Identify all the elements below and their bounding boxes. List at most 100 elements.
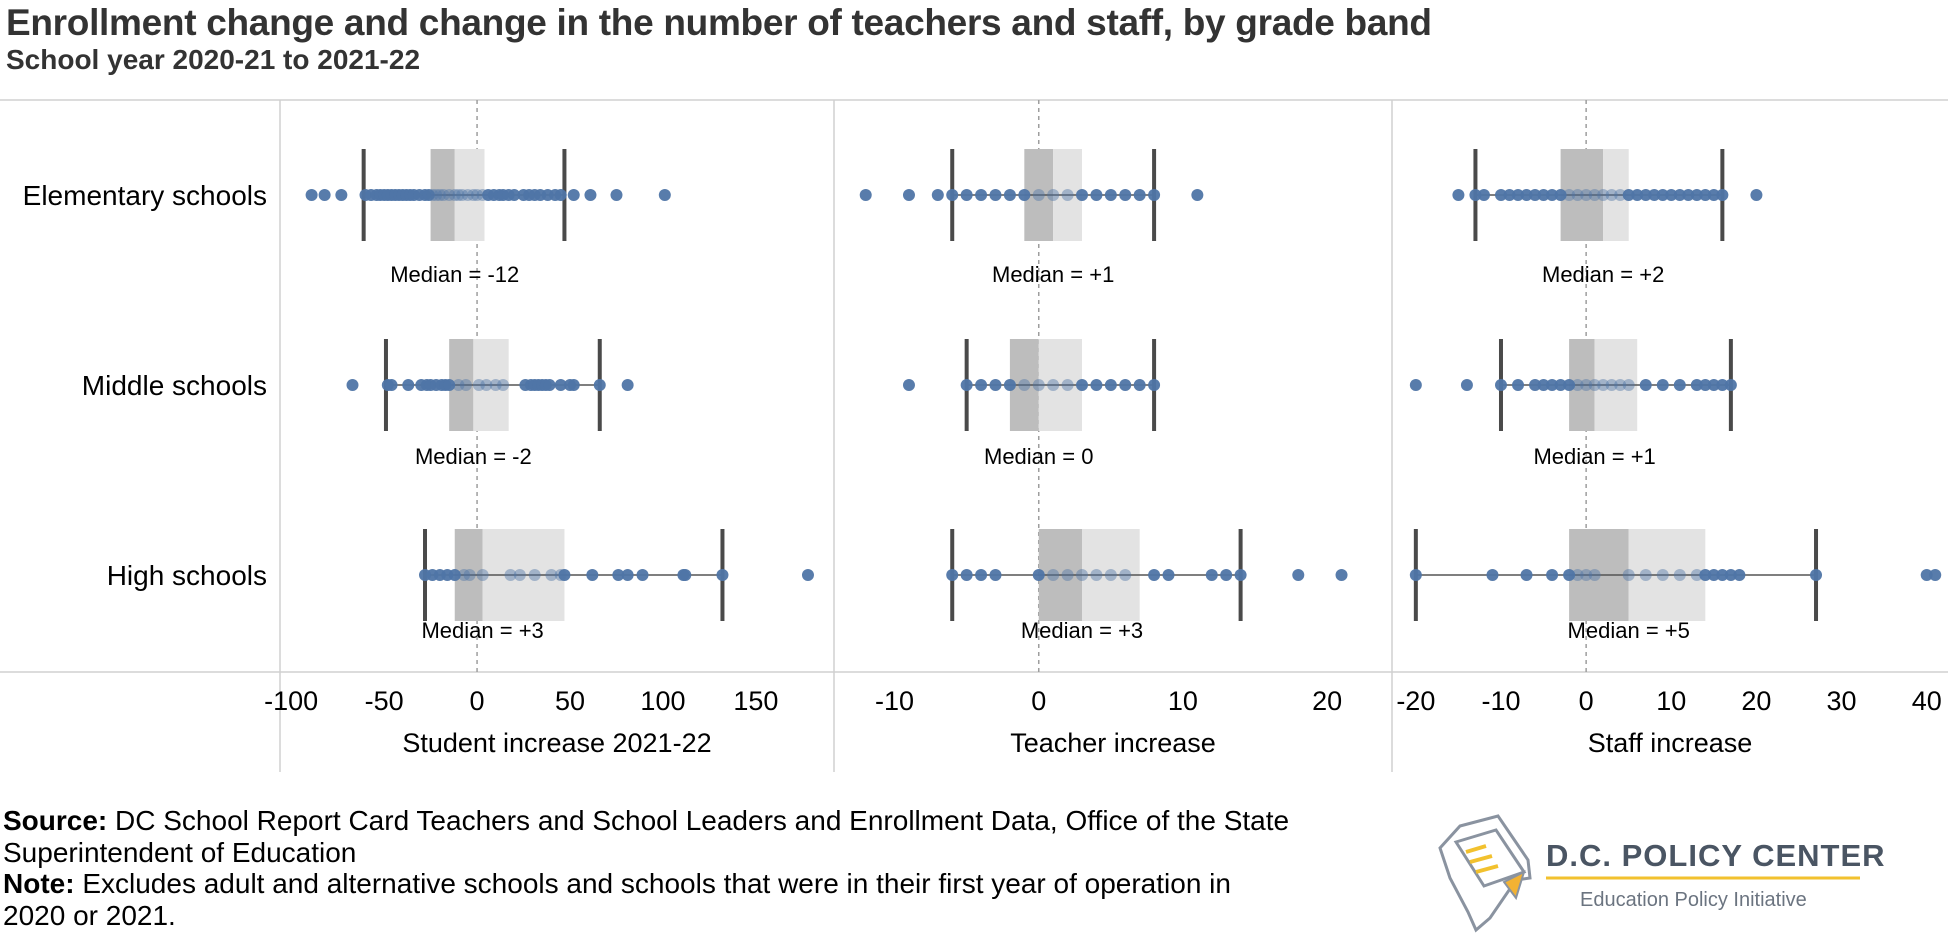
data-point — [1104, 569, 1117, 581]
data-point — [1563, 569, 1576, 581]
data-point — [1409, 379, 1422, 391]
box-group: Median = 0 — [902, 339, 1161, 469]
data-point — [1597, 379, 1610, 391]
data-point — [461, 189, 474, 201]
data-point — [1119, 189, 1132, 201]
x-tick-label: 10 — [1168, 686, 1198, 716]
data-point — [472, 379, 485, 391]
panel-0: Median = -12 Median = -2 Median = +3 -100 -5… — [264, 100, 814, 758]
data-point — [1537, 379, 1550, 391]
data-point — [1546, 189, 1559, 201]
data-point — [1032, 379, 1045, 391]
data-point — [1409, 569, 1422, 581]
data-point — [471, 189, 484, 201]
data-point — [1477, 189, 1490, 201]
data-point — [1520, 569, 1533, 581]
box-group: Median = -12 — [305, 149, 671, 287]
chart-title: Enrollment change and change in the numb… — [6, 2, 1432, 43]
data-point — [960, 189, 973, 201]
data-point — [610, 189, 623, 201]
data-point — [1076, 569, 1088, 581]
x-tick-label: 100 — [640, 686, 685, 716]
data-point — [346, 379, 359, 391]
data-point — [1162, 569, 1175, 581]
data-point — [1665, 189, 1678, 201]
data-point — [902, 379, 915, 391]
data-point — [612, 569, 625, 581]
median-label: Median = +5 — [1568, 618, 1690, 643]
data-point — [467, 189, 480, 201]
data-point — [1003, 189, 1016, 201]
data-point — [463, 569, 476, 581]
source-text: DC School Report Card Teachers and Schoo… — [3, 805, 1290, 868]
data-point — [489, 379, 502, 391]
x-axis-title: Student increase 2021-22 — [402, 728, 711, 758]
x-tick-label: 0 — [1579, 686, 1594, 716]
data-point — [448, 569, 461, 581]
data-point — [422, 189, 435, 201]
data-point — [621, 379, 634, 391]
data-point — [1605, 379, 1618, 391]
data-point — [567, 189, 580, 201]
data-point — [456, 189, 469, 201]
data-point — [1104, 379, 1117, 391]
data-point — [946, 569, 959, 581]
median-label: Median = +3 — [421, 618, 543, 643]
data-point — [426, 189, 439, 201]
data-point — [1503, 189, 1516, 201]
x-tick-label: 40 — [1912, 686, 1942, 716]
data-point — [305, 189, 318, 201]
data-point — [1656, 569, 1669, 581]
data-point — [545, 569, 558, 581]
data-point — [1469, 189, 1482, 201]
data-point — [1716, 379, 1729, 391]
x-tick-label: 150 — [733, 686, 778, 716]
data-point — [480, 379, 493, 391]
data-point — [1673, 569, 1686, 581]
data-point — [1090, 379, 1103, 391]
data-point — [1614, 189, 1627, 201]
median-label: Median = -12 — [390, 262, 519, 287]
data-point — [1707, 569, 1720, 581]
box-group: Median = +1 — [859, 149, 1204, 287]
data-point — [1205, 569, 1218, 581]
panel-1: Median = +1 Median = 0 Median = +3 -10 0 10 20… — [859, 100, 1348, 758]
box-group: Median = -2 — [346, 339, 634, 469]
x-axis-title: Staff increase — [1588, 728, 1753, 758]
data-point — [1810, 569, 1823, 581]
data-point — [1546, 569, 1559, 581]
panel-2: Median = +2 Median = +1 Median = +5 -20 -10 0… — [1396, 100, 1942, 758]
data-point — [1682, 189, 1695, 201]
data-point — [584, 189, 597, 201]
median-label: Median = -2 — [415, 444, 532, 469]
data-point — [1673, 189, 1686, 201]
data-point — [1622, 189, 1635, 201]
data-point — [636, 569, 649, 581]
data-point — [1716, 569, 1729, 581]
data-point — [1673, 379, 1686, 391]
data-point — [989, 569, 1002, 581]
data-point — [1076, 189, 1088, 201]
x-tick-label: -100 — [264, 686, 318, 716]
data-point — [716, 569, 729, 581]
data-point — [946, 189, 959, 201]
source-label: Source: — [3, 805, 108, 836]
dc-policy-center-logo: D.C. POLICY CENTER Education Policy Init… — [1438, 814, 1885, 933]
x-tick-label: 10 — [1656, 686, 1686, 716]
data-point — [975, 569, 988, 581]
data-point — [476, 569, 489, 581]
data-point — [975, 189, 988, 201]
data-point — [960, 379, 973, 391]
data-point — [1090, 189, 1103, 201]
data-point — [801, 569, 814, 581]
data-point — [1494, 189, 1507, 201]
data-point — [543, 379, 556, 391]
data-point — [452, 189, 465, 201]
data-point — [448, 189, 461, 201]
data-point — [443, 189, 456, 201]
data-point — [1690, 189, 1703, 201]
data-point — [458, 569, 471, 581]
data-point — [1639, 189, 1652, 201]
box-group: Median = +5 — [1409, 529, 1942, 643]
